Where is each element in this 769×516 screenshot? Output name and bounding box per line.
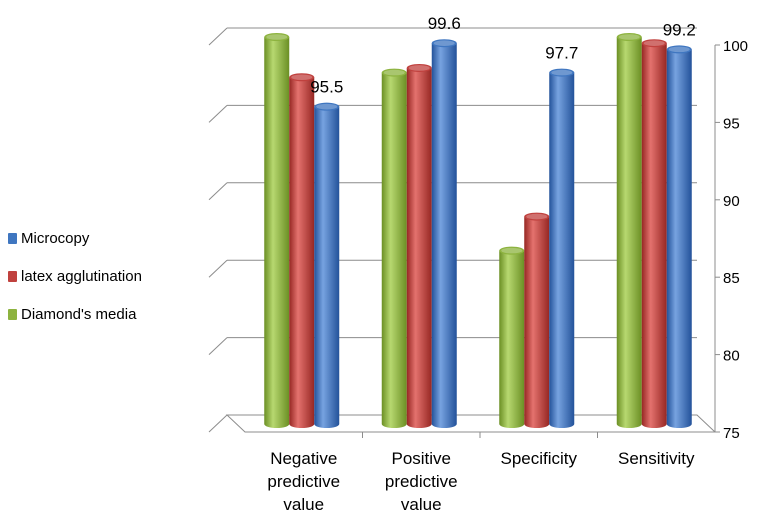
bar-body — [431, 43, 457, 428]
y-tick-label: 75 — [723, 425, 740, 442]
bar-body — [264, 37, 290, 428]
bar-body — [406, 67, 432, 429]
legend-label: Microcopy — [21, 229, 90, 247]
y-tick-label: 80 — [723, 348, 740, 365]
bar-body — [381, 72, 407, 428]
bar-top-highlight — [316, 103, 338, 110]
data-label: 99.2 — [663, 20, 696, 39]
bar-body — [549, 72, 575, 428]
bar-body — [641, 43, 667, 428]
bar-top — [431, 39, 457, 48]
legend: Microcopy latex agglutination Diamond's … — [8, 219, 142, 333]
data-label: 99.6 — [428, 14, 461, 33]
bar — [406, 63, 432, 429]
legend-item-microcopy: Microcopy — [8, 219, 142, 257]
x-tick-label: predictive — [267, 472, 340, 491]
bar-top — [524, 212, 550, 221]
bar-top — [499, 246, 525, 255]
bar-body — [616, 37, 642, 428]
bar-top — [289, 73, 315, 82]
bar — [264, 33, 290, 428]
x-tick-label: Sensitivity — [618, 449, 695, 468]
labels: 75 80 85 90 95 100 Negative predictive value Posi… — [267, 14, 748, 514]
gridline-side — [208, 105, 228, 123]
bar-top-highlight — [501, 247, 523, 254]
bar-top-highlight — [668, 46, 690, 53]
bar — [431, 39, 457, 428]
legend-label: latex agglutination — [21, 267, 142, 285]
bar-body — [524, 216, 550, 428]
legend-swatch-microcopy — [8, 232, 17, 244]
bar — [549, 68, 575, 428]
legend-item-latex-agglutination: latex agglutination — [8, 257, 142, 295]
gridline-side — [208, 27, 228, 46]
bar — [314, 102, 340, 428]
bar-top — [406, 63, 432, 72]
bar-top-highlight — [408, 65, 430, 71]
y-tick-label: 95 — [723, 115, 740, 132]
bar-body — [666, 49, 692, 428]
x-tick-label: value — [283, 495, 324, 514]
legend-item-diamonds-media: Diamond's media — [8, 295, 142, 333]
gridline-side — [208, 259, 228, 278]
bar — [289, 73, 315, 429]
bar-top — [641, 39, 667, 48]
bar — [499, 246, 525, 428]
bar-top — [549, 68, 575, 77]
bar-top — [616, 33, 642, 41]
bar — [641, 39, 667, 428]
bar-body — [499, 250, 525, 428]
legend-label: Diamond's media — [21, 305, 137, 323]
bar — [381, 68, 407, 428]
bar — [666, 45, 692, 428]
bar-top — [264, 33, 290, 41]
bar-top — [666, 45, 692, 54]
y-tick-label: 85 — [723, 270, 740, 287]
bar — [524, 212, 550, 428]
bar-top-highlight — [643, 40, 665, 46]
x-tick-label: value — [401, 495, 442, 514]
bar-top-highlight — [433, 40, 455, 46]
bar-top — [314, 102, 340, 111]
legend-swatch-latex-agglutination — [8, 270, 17, 282]
x-tick-label: Specificity — [500, 449, 577, 468]
data-label: 97.7 — [545, 44, 578, 63]
legend-swatch-diamonds-media — [8, 308, 17, 320]
bar-top-highlight — [618, 34, 640, 40]
bar-top-highlight — [291, 74, 313, 81]
data-label: 95.5 — [310, 78, 343, 97]
bar-body — [314, 106, 340, 428]
bar-top-highlight — [526, 213, 548, 220]
bar — [616, 33, 642, 428]
y-tick-label: 100 — [723, 38, 748, 55]
gridline-side — [208, 337, 228, 355]
gridline-side — [208, 182, 228, 201]
y-tick-label: 90 — [723, 193, 740, 210]
x-tick-label: Negative — [270, 449, 337, 468]
gridline-side — [208, 414, 228, 433]
bar-body — [289, 77, 315, 429]
bar-top-highlight — [266, 34, 288, 40]
bar-top — [381, 68, 407, 77]
x-tick-label: Positive — [391, 449, 451, 468]
x-tick-label: predictive — [385, 472, 458, 491]
bars — [264, 33, 692, 429]
bar-top-highlight — [551, 69, 573, 76]
bar-top-highlight — [383, 69, 405, 76]
